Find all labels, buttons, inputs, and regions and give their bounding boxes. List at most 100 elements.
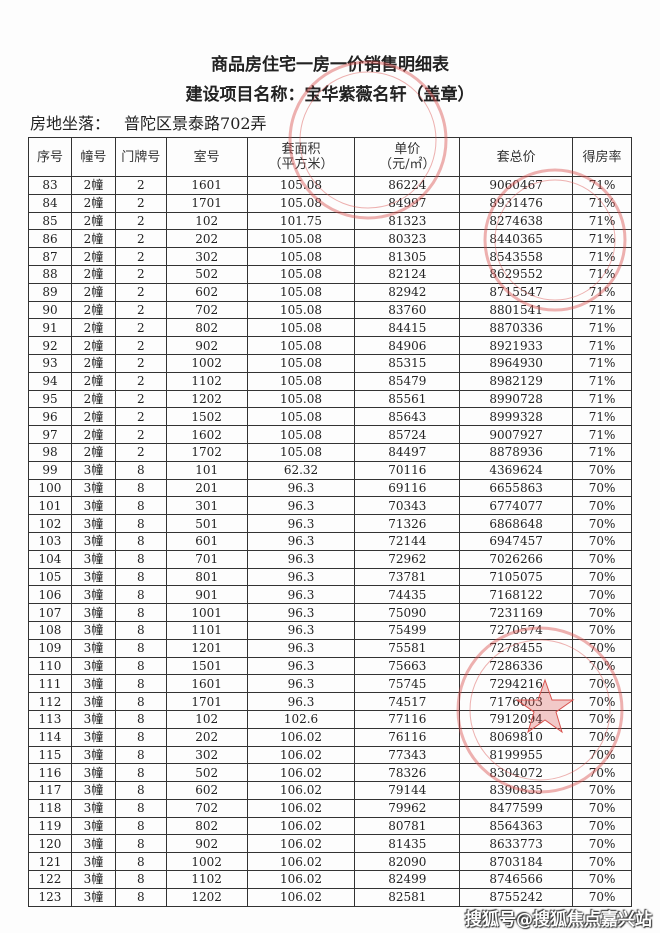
table-cell: 71% — [572, 407, 632, 427]
table-cell: 7168122 — [459, 585, 574, 605]
table-cell: 8199955 — [459, 745, 574, 765]
table-cell: 2幢 — [70, 264, 116, 284]
table-cell: 2幢 — [70, 407, 116, 427]
table-cell: 2幢 — [70, 442, 116, 462]
table-row: 94 2幢 2 1102 105.08 85479 8982129 71% — [28, 371, 632, 391]
table-cell: 106.02 — [246, 870, 356, 889]
table-cell: 96.3 — [246, 692, 356, 711]
table-cell: 120 — [28, 834, 72, 854]
table-cell: 97 — [28, 425, 72, 444]
table-cell: 105.08 — [246, 407, 356, 427]
table-row: 118 3幢 8 702 106.02 79962 8477599 70% — [28, 798, 632, 818]
table-cell: 71% — [572, 371, 632, 391]
table-cell: 2 — [114, 300, 167, 320]
table-cell: 106.02 — [246, 781, 356, 800]
table-cell: 1501 — [165, 656, 248, 676]
table-cell: 89 — [28, 282, 72, 302]
column-header: 单价 （元/㎡） — [354, 137, 461, 177]
table-cell: 105 — [28, 567, 72, 587]
table-cell: 2 — [114, 193, 167, 213]
table-cell: 2 — [114, 336, 167, 355]
table-cell: 902 — [165, 834, 248, 854]
table-cell: 8990728 — [459, 389, 574, 409]
table-cell: 8 — [114, 709, 167, 729]
table-cell: 71% — [572, 442, 632, 462]
table-row: 107 3幢 8 1001 96.3 75090 7231169 70% — [28, 603, 632, 622]
table-row: 121 3幢 8 1002 106.02 82090 8703184 70% — [28, 852, 632, 872]
table-cell: 96.3 — [246, 620, 356, 640]
table-cell: 6774077 — [459, 496, 574, 516]
table-cell: 701 — [165, 549, 248, 569]
table-cell: 81435 — [354, 834, 461, 854]
location-label: 房地坐落： — [30, 114, 111, 133]
table-cell: 71% — [572, 176, 632, 195]
table-cell: 75663 — [354, 656, 461, 676]
table-cell: 2 — [114, 425, 167, 444]
table-cell: 8 — [114, 887, 167, 907]
table-cell: 122 — [28, 870, 72, 889]
table-cell: 93 — [28, 353, 72, 373]
table-cell: 106.02 — [246, 745, 356, 765]
table-cell: 81323 — [354, 211, 461, 231]
table-cell: 106.02 — [246, 852, 356, 872]
table-cell: 2幢 — [70, 389, 116, 409]
table-cell: 8304072 — [459, 763, 574, 783]
table-cell: 96.3 — [246, 567, 356, 587]
table-cell: 105.08 — [246, 193, 356, 213]
table-cell: 1202 — [165, 389, 248, 409]
table-row: 116 3幢 8 502 106.02 78326 8304072 70% — [28, 763, 632, 783]
table-cell: 7231169 — [459, 603, 574, 622]
table-cell: 111 — [28, 674, 72, 694]
table-cell: 3幢 — [70, 781, 116, 800]
table-cell: 105.08 — [246, 264, 356, 284]
table-row: 90 2幢 2 702 105.08 83760 8801541 71% — [28, 300, 632, 320]
table-row: 120 3幢 8 902 106.02 81435 8633773 70% — [28, 834, 632, 854]
table-cell: 96.3 — [246, 496, 356, 516]
table-cell: 90 — [28, 300, 72, 320]
table-cell: 79962 — [354, 798, 461, 818]
table-row: 109 3幢 8 1201 96.3 75581 7278455 70% — [28, 638, 632, 658]
table-cell: 1101 — [165, 620, 248, 640]
table-cell: 8 — [114, 745, 167, 765]
table-cell: 2 — [114, 353, 167, 373]
table-cell: 8 — [114, 763, 167, 783]
table-cell: 3幢 — [70, 638, 116, 658]
table-cell: 106.02 — [246, 727, 356, 747]
table-cell: 105.08 — [246, 318, 356, 338]
table-cell: 98 — [28, 442, 72, 462]
table-cell: 902 — [165, 336, 248, 355]
table-cell: 103 — [28, 531, 72, 551]
table-cell: 7270574 — [459, 620, 574, 640]
table-cell: 84497 — [354, 442, 461, 462]
table-cell: 8 — [114, 781, 167, 800]
column-header: 门牌号 — [114, 137, 167, 177]
column-header: 套总价 — [459, 137, 574, 177]
table-cell: 8 — [114, 478, 167, 498]
table-cell: 502 — [165, 264, 248, 284]
table-cell: 2幢 — [70, 211, 116, 231]
table-cell: 2幢 — [70, 336, 116, 355]
table-cell: 2 — [114, 247, 167, 266]
table-cell: 72962 — [354, 549, 461, 569]
table-cell: 109 — [28, 638, 72, 658]
table-cell: 202 — [165, 727, 248, 747]
table-cell: 96.3 — [246, 674, 356, 694]
table-cell: 105.08 — [246, 425, 356, 444]
table-cell: 8564363 — [459, 816, 574, 836]
table-cell: 8 — [114, 531, 167, 551]
table-cell: 2 — [114, 211, 167, 231]
table-cell: 70% — [572, 496, 632, 516]
table-cell: 3幢 — [70, 816, 116, 836]
table-cell: 3幢 — [70, 709, 116, 729]
table-cell: 106.02 — [246, 834, 356, 854]
table-cell: 7286336 — [459, 656, 574, 676]
table-cell: 75745 — [354, 674, 461, 694]
table-cell: 2幢 — [70, 371, 116, 391]
table-cell: 105.08 — [246, 229, 356, 249]
project-name: 建设项目名称：宝华紫薇名轩（盖章） — [185, 85, 475, 105]
table-cell: 501 — [165, 514, 248, 533]
table-cell: 1102 — [165, 870, 248, 889]
table-row: 104 3幢 8 701 96.3 72962 7026266 70% — [28, 549, 632, 569]
table-cell: 801 — [165, 567, 248, 587]
table-cell: 1201 — [165, 638, 248, 658]
